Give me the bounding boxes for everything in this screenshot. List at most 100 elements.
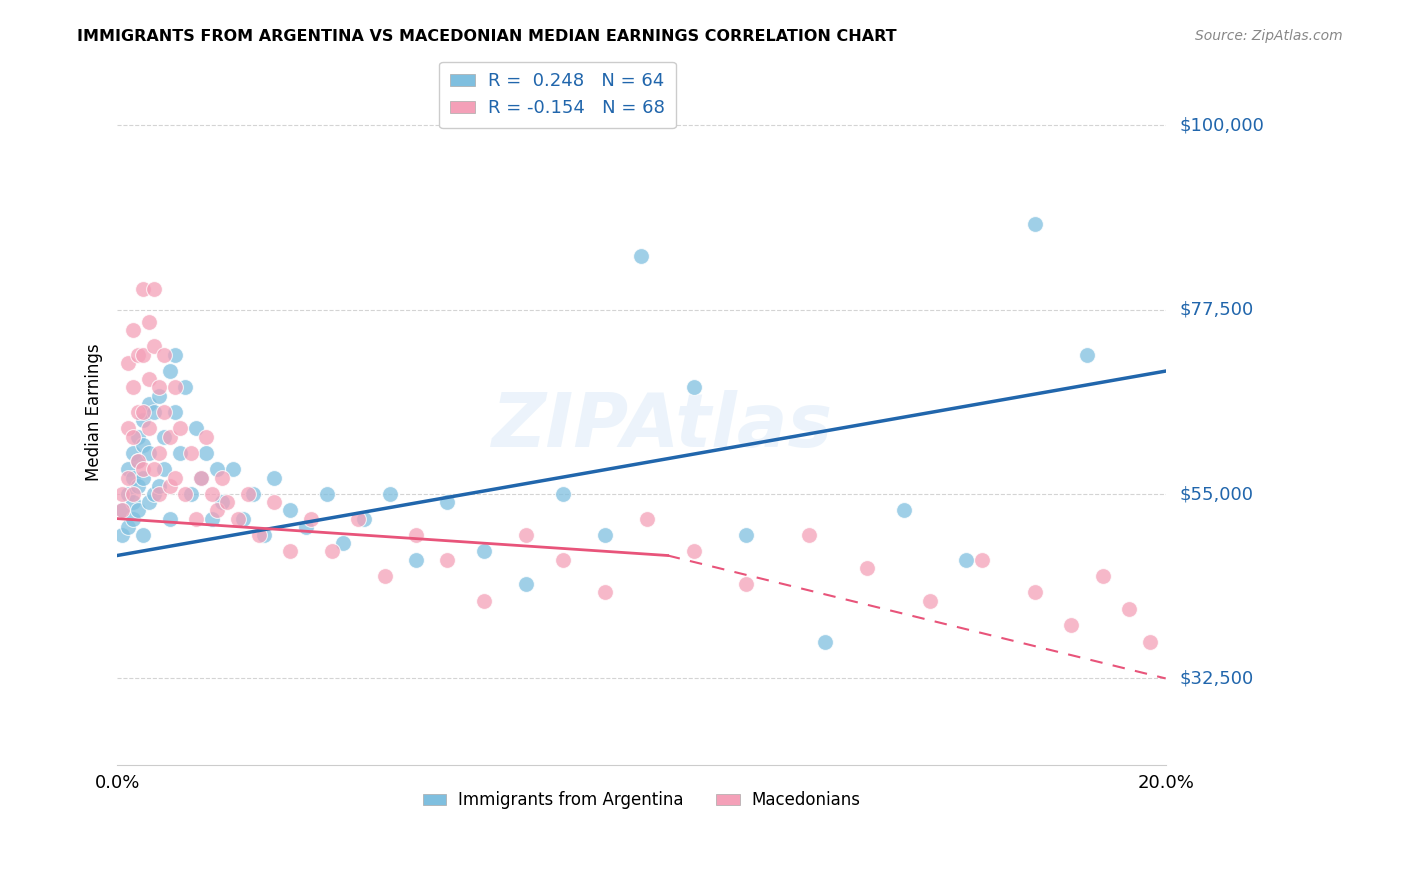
Point — [127, 479, 149, 493]
Point — [111, 528, 134, 542]
Point — [918, 593, 941, 607]
Point — [263, 470, 285, 484]
Point — [184, 511, 207, 525]
Point — [127, 348, 149, 362]
Point — [295, 520, 318, 534]
Point — [205, 462, 228, 476]
Point — [735, 577, 758, 591]
Point — [122, 487, 145, 501]
Point — [132, 405, 155, 419]
Point — [127, 454, 149, 468]
Point — [122, 511, 145, 525]
Point — [127, 454, 149, 468]
Point — [122, 323, 145, 337]
Point — [111, 503, 134, 517]
Point — [111, 487, 134, 501]
Point — [142, 282, 165, 296]
Point — [242, 487, 264, 501]
Point — [127, 430, 149, 444]
Point — [138, 495, 160, 509]
Point — [190, 470, 212, 484]
Point — [515, 528, 537, 542]
Point — [551, 487, 574, 501]
Point — [148, 389, 170, 403]
Point — [132, 470, 155, 484]
Point — [332, 536, 354, 550]
Point — [278, 544, 301, 558]
Point — [153, 405, 176, 419]
Point — [153, 462, 176, 476]
Point — [142, 339, 165, 353]
Text: IMMIGRANTS FROM ARGENTINA VS MACEDONIAN MEDIAN EARNINGS CORRELATION CHART: IMMIGRANTS FROM ARGENTINA VS MACEDONIAN … — [77, 29, 897, 45]
Point — [190, 470, 212, 484]
Point — [159, 511, 181, 525]
Point — [132, 528, 155, 542]
Point — [211, 470, 233, 484]
Text: Source: ZipAtlas.com: Source: ZipAtlas.com — [1195, 29, 1343, 44]
Point — [893, 503, 915, 517]
Point — [127, 405, 149, 419]
Point — [253, 528, 276, 542]
Point — [138, 372, 160, 386]
Point — [405, 552, 427, 566]
Text: $32,500: $32,500 — [1180, 670, 1254, 688]
Point — [138, 397, 160, 411]
Point — [132, 438, 155, 452]
Point — [180, 487, 202, 501]
Point — [163, 405, 186, 419]
Point — [163, 348, 186, 362]
Point — [315, 487, 337, 501]
Point — [148, 446, 170, 460]
Legend: Immigrants from Argentina, Macedonians: Immigrants from Argentina, Macedonians — [416, 785, 868, 816]
Point — [142, 405, 165, 419]
Point — [132, 462, 155, 476]
Point — [1091, 569, 1114, 583]
Point — [180, 446, 202, 460]
Point — [174, 380, 197, 394]
Point — [436, 552, 458, 566]
Point — [405, 528, 427, 542]
Point — [122, 430, 145, 444]
Point — [472, 593, 495, 607]
Point — [238, 487, 260, 501]
Point — [148, 479, 170, 493]
Y-axis label: Median Earnings: Median Earnings — [86, 343, 103, 481]
Point — [169, 421, 191, 435]
Point — [955, 552, 977, 566]
Point — [132, 348, 155, 362]
Point — [122, 380, 145, 394]
Point — [111, 503, 134, 517]
Point — [159, 479, 181, 493]
Point — [472, 544, 495, 558]
Point — [1060, 618, 1083, 632]
Point — [232, 511, 254, 525]
Text: $55,000: $55,000 — [1180, 485, 1254, 503]
Point — [1076, 348, 1098, 362]
Point — [374, 569, 396, 583]
Point — [117, 421, 139, 435]
Point — [814, 634, 837, 648]
Point — [153, 430, 176, 444]
Point — [593, 528, 616, 542]
Point — [195, 430, 218, 444]
Point — [117, 487, 139, 501]
Point — [299, 511, 322, 525]
Point — [169, 446, 191, 460]
Point — [138, 315, 160, 329]
Point — [159, 364, 181, 378]
Point — [153, 348, 176, 362]
Point — [184, 421, 207, 435]
Point — [117, 470, 139, 484]
Point — [205, 503, 228, 517]
Point — [799, 528, 821, 542]
Point — [226, 511, 249, 525]
Point — [263, 495, 285, 509]
Point — [515, 577, 537, 591]
Point — [200, 511, 222, 525]
Point — [347, 511, 370, 525]
Point — [551, 552, 574, 566]
Point — [117, 356, 139, 370]
Point — [436, 495, 458, 509]
Point — [1118, 601, 1140, 615]
Point — [211, 495, 233, 509]
